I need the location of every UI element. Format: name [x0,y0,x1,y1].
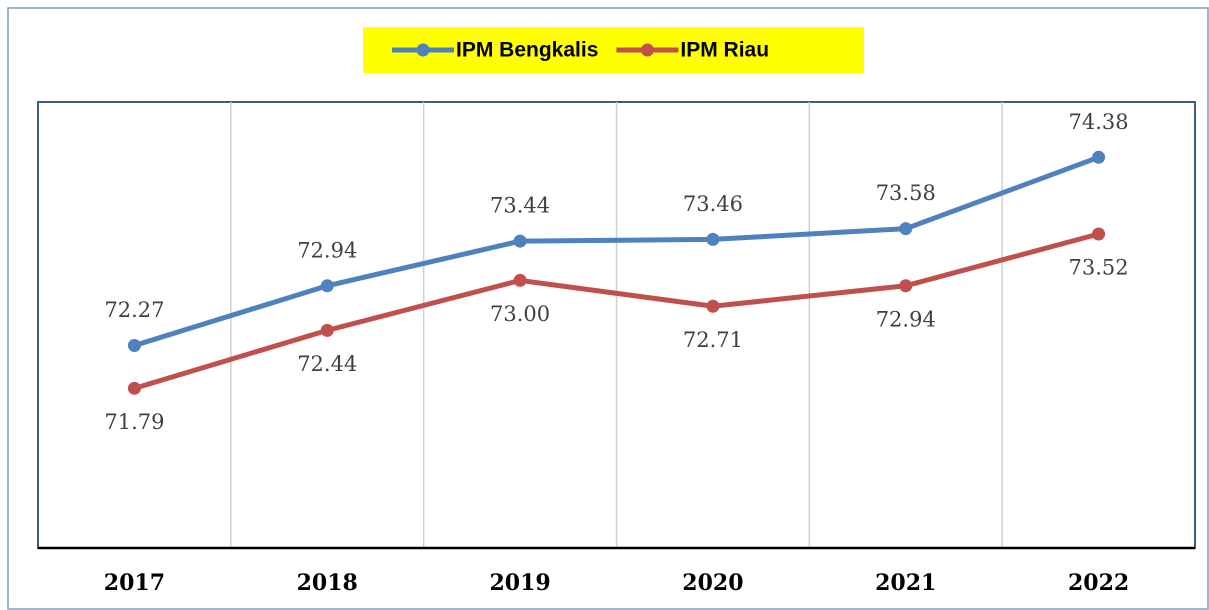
x-tick-label: 2019 [489,570,550,596]
marker [706,299,720,313]
data-label: 73.46 [683,192,743,216]
data-label: 73.44 [490,194,550,218]
data-label: 74.38 [1069,110,1129,134]
marker [899,222,913,236]
data-label: 73.52 [1069,256,1129,280]
x-tick-label: 2018 [297,570,358,596]
marker [513,273,527,287]
legend-marker [416,43,430,57]
legend-label: IPM Bengkalis [456,39,598,62]
legend-marker [640,43,654,57]
marker [127,339,141,353]
line [133,154,1100,348]
x-tick-label: 2020 [682,570,743,596]
x-tick-label: 2021 [875,570,936,596]
line [133,231,1100,391]
marker [513,234,527,248]
marker [320,279,334,293]
data-label: 73.58 [876,181,936,205]
marker [899,279,913,293]
data-label: 72.27 [104,298,164,322]
legend-label: IPM Riau [680,39,769,62]
marker [706,232,720,246]
marker [1092,227,1106,241]
data-label: 72.44 [297,352,357,376]
data-label: 72.71 [683,328,743,352]
x-tick-label: 2017 [104,570,165,596]
x-tick-label: 2022 [1068,570,1129,596]
marker [320,323,334,337]
data-label: 72.94 [876,307,936,331]
marker [1092,150,1106,164]
data-label: 72.94 [297,238,357,262]
data-label: 71.79 [104,410,164,434]
marker [127,381,141,395]
data-label: 73.00 [490,302,550,326]
